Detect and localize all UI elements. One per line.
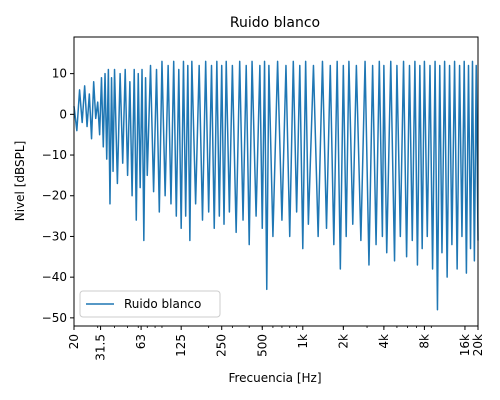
x-tick-label: 250 [215,334,229,357]
y-tick-label: 0 [59,107,67,121]
x-tick-label: 16k [458,334,472,356]
x-tick-label: 63 [134,334,148,349]
x-tick-label: 20k [471,334,485,356]
x-axis-title: Frecuencia [Hz] [228,371,321,385]
y-axis-title: Nivel [dBSPL] [13,141,27,221]
y-tick-label: −40 [42,270,67,284]
x-tick-label: 1k [296,334,310,349]
y-tick-label: −30 [42,229,67,243]
x-tick-label: 125 [174,334,188,357]
x-tick-label: 500 [255,334,269,357]
y-tick-label: 10 [52,67,67,81]
plot-frame [73,36,479,327]
y-tick-label: −50 [42,311,67,325]
legend-label: Ruido blanco [124,297,201,311]
chart-title: Ruido blanco [230,15,320,31]
y-tick-label: −20 [42,189,67,203]
plot-area [73,60,479,311]
series-line-0 [73,60,479,311]
x-axis: 20 31.5 63 125 250 500 1k 2k 4k 8k 16k 20k [67,326,485,361]
x-tick-label: 4k [377,334,391,349]
x-tick-label: 2k [336,334,350,349]
legend: Ruido blanco [79,290,221,318]
x-tick-label: 31.5 [94,334,108,361]
x-tick-label: 8k [417,334,431,349]
y-tick-label: −10 [42,148,67,162]
legend-box [79,290,221,318]
y-axis: −50 −40 −30 −20 −10 0 10 [42,67,74,325]
x-tick-label: 20 [67,334,81,349]
